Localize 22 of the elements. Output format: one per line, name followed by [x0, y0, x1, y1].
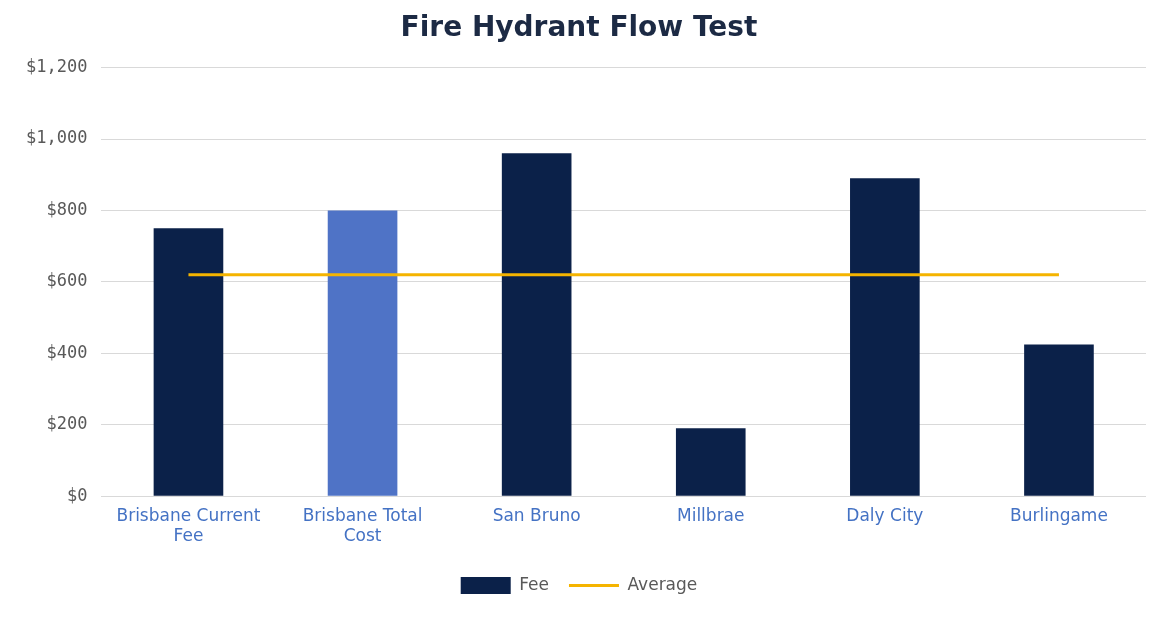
x-tick-label: San Bruno: [492, 504, 581, 525]
bar: [850, 178, 920, 496]
bar: [675, 428, 746, 496]
x-tick-label: Burlingame: [1010, 504, 1108, 525]
y-tick-label: $200: [46, 413, 88, 434]
y-tick-label: $1,200: [25, 56, 88, 77]
y-tick-label: $1,000: [25, 127, 88, 148]
y-tick-label: $400: [46, 341, 88, 362]
y-tick-label: $600: [46, 270, 88, 291]
bar: [1024, 344, 1094, 496]
chart-title: Fire Hydrant Flow Test: [400, 10, 758, 44]
bar: [153, 228, 224, 496]
legend-label: Average: [627, 573, 698, 594]
y-tick-label: $0: [66, 484, 88, 505]
legend-label: Fee: [519, 573, 549, 594]
x-tick-label: Millbrae: [677, 504, 745, 525]
y-tick-label: $800: [46, 198, 88, 219]
x-tick-label: Brisbane Current Fee: [116, 504, 261, 546]
x-tick-label: Brisbane Total Cost: [302, 504, 423, 546]
bar: [327, 210, 398, 496]
x-tick-label: Daly City: [846, 504, 924, 525]
bar: [501, 153, 572, 496]
